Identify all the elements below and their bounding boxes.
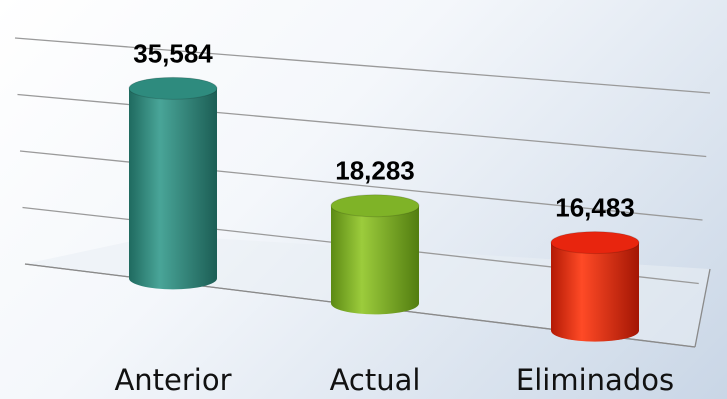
bar-body (129, 88, 217, 290)
floor-side-edge (694, 268, 711, 348)
gridline (17, 93, 707, 158)
bar-actual (330, 194, 420, 315)
bar-anterior (128, 76, 218, 290)
bar-top (550, 231, 640, 255)
gridline (14, 37, 711, 94)
category-labels: Anterior Actual Eliminados (114, 363, 674, 397)
category-label: Eliminados (516, 363, 674, 397)
category-label: Anterior (114, 363, 231, 397)
bar-eliminados (550, 231, 640, 342)
bar-top (330, 194, 420, 218)
value-label: 35,584 (133, 38, 213, 68)
value-labels: 35,584 18,283 16,483 (133, 38, 635, 222)
bar-body (551, 242, 639, 342)
value-label: 18,283 (335, 156, 415, 186)
bars (128, 76, 640, 342)
category-label: Actual (330, 363, 421, 397)
bar-top (128, 76, 218, 100)
bar-body (331, 205, 419, 315)
value-label: 16,483 (555, 193, 635, 223)
